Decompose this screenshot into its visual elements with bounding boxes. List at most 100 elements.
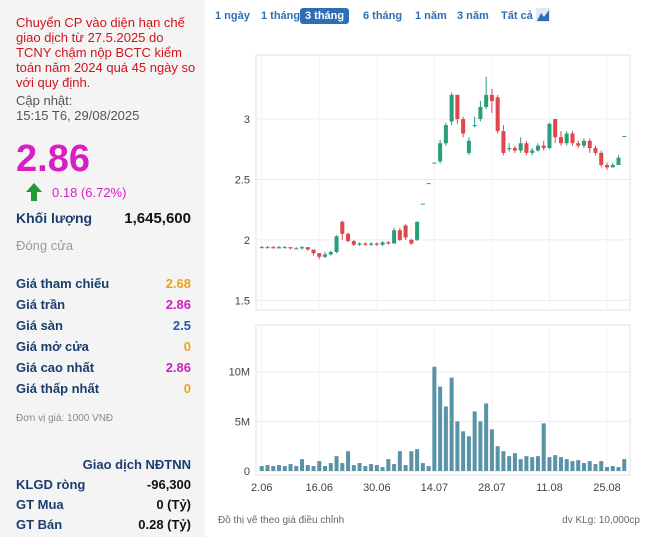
volume-bar [512,453,517,472]
label: KLGD ròng [16,477,86,492]
tab[interactable]: 1 tháng [261,10,301,22]
candle-body [535,145,540,151]
volume-bar [478,421,483,472]
volume-bar [455,421,460,472]
tab[interactable]: 1 năm [415,10,447,22]
volume-bar [409,451,414,472]
candle-body [501,131,506,153]
y-tick-label: 2 [244,235,250,247]
info-row: Giá tham chiếu 2.68 [16,276,191,291]
candle-body [334,236,339,252]
chart: Đồ thị vẽ theo giá điều chỉnh dv KLg: 10… [218,54,640,526]
price-frame [255,54,631,311]
x-tick-label: 11.08 [536,482,563,494]
candle-body [277,247,282,249]
price: 2.86 [16,138,90,180]
candle-body [265,247,270,249]
volume-bar [553,455,558,472]
volume-bar [461,431,466,472]
candle-body [288,247,293,249]
candle-body [466,140,471,153]
candle-body [524,143,529,153]
volume-bar [443,406,448,472]
volume-bar [288,464,293,472]
candle-body [409,239,414,244]
volume-bar [570,461,575,472]
tab[interactable]: Tất cả [501,10,533,22]
volume-bar [346,451,351,472]
label: Giá sàn [16,318,63,333]
volume-bar [271,466,276,472]
tab[interactable]: 3 năm [457,10,489,22]
candle-body [455,94,460,120]
unit-note: Đơn vị giá: 1000 VNĐ [16,413,114,424]
volume-bar [564,459,569,472]
value: 2.86 [165,297,191,312]
volume-bar [363,466,368,472]
tab[interactable]: 6 tháng [363,10,403,22]
x-tick-label: 28.07 [478,482,506,494]
chart-icon[interactable] [536,8,550,22]
y2-tick-label: 10M [229,367,250,379]
info-row: Giá mở cửa 0 [16,339,191,354]
candle-body [564,133,569,144]
candle-body [484,94,489,107]
volume-bar [501,451,506,472]
volume-bar [282,466,287,472]
volume-bar [466,436,471,472]
candle-body [622,135,627,137]
volume-bar [541,423,546,472]
volume-bar [369,464,374,472]
x-tick-label: 2.06 [251,482,272,494]
candle-body [271,247,276,249]
candle-body [426,183,431,185]
info-row: Giá trần 2.86 [16,297,191,312]
candle-body [432,162,437,164]
volume-bar [616,467,621,472]
candle-body [397,230,402,240]
volume-bar [386,459,391,472]
volume-bar [599,461,604,472]
candle-body [512,148,517,151]
candle-body [570,133,575,144]
volume-bar [397,451,402,472]
volume-bar [357,463,362,472]
volume-bar [415,449,420,472]
notice: Chuyển CP vào diện hạn chế giao dịch từ … [16,15,196,90]
candle-body [392,230,397,244]
volume-bar [374,465,379,472]
volume-bar [547,457,552,472]
candle-body [386,242,391,244]
price-change: 0.18 (6.72%) [52,185,127,200]
volume-bar [392,464,397,472]
label: Giá tham chiếu [16,276,110,291]
foreign-row: GT Bán 0.28 (Tỷ) [16,517,191,532]
info-row: Giá thấp nhất 0 [16,381,191,396]
candle-body [547,123,552,149]
label: Giao dịch NĐTNN [82,457,191,472]
candle-body [599,152,604,165]
candle-body [311,249,316,254]
volume-bar [604,467,609,472]
candle-body [282,247,287,249]
volume-bar [432,366,437,472]
sidebar: Chuyển CP vào diện hạn chế giao dịch từ … [0,0,205,537]
tab[interactable]: 3 tháng [300,8,350,24]
candle-body [305,247,310,250]
tab[interactable]: 1 ngày [215,10,250,22]
info-row: Giá sàn 2.5 [16,318,191,333]
candle-body [478,106,483,120]
volume-bar [507,456,512,472]
volume-bar [530,457,535,472]
volume-bar [495,446,500,472]
volume-bar [265,465,270,472]
candle-body [340,221,345,234]
volume-bar [420,463,425,472]
candle-body [495,97,500,132]
candle-body [581,140,586,146]
up-arrow [26,183,42,201]
candle-body [317,253,322,257]
y-tick-label: 3 [244,114,250,126]
updated-time: 15:15 T6, 29/08/2025 [16,108,140,123]
